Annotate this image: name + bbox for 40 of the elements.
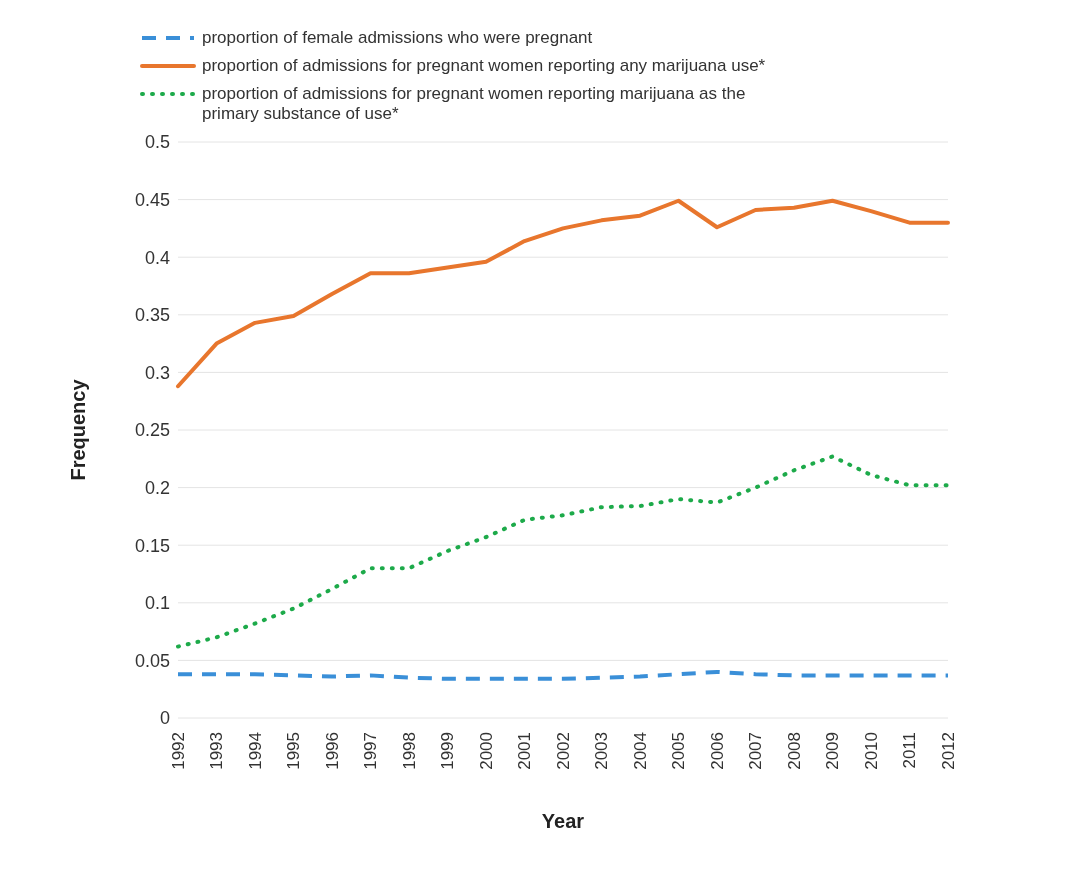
y-tick-label: 0.35 [134, 305, 170, 326]
y-tick-label: 0.2 [144, 477, 170, 498]
y-tick-label: 0 [159, 708, 170, 729]
x-tick-label: 2011 [900, 732, 919, 769]
x-tick-label: 2005 [669, 732, 688, 770]
y-tick-label: 0.1 [144, 593, 170, 614]
x-tick-label: 2010 [861, 732, 881, 770]
x-axis-title: Year [541, 810, 585, 832]
line-series [176, 669, 950, 681]
x-tick-label: 2007 [746, 732, 765, 770]
y-tick-label: 0.05 [134, 650, 170, 671]
legend-label: proportion of female admissions who were pregnant [202, 28, 593, 48]
x-tick-label: 2001 [515, 732, 534, 770]
y-tick-label: 0.45 [134, 189, 170, 210]
legend-label: proportion of admissions for pregnant women reporting marijuana as the primary substance of use* [202, 84, 747, 124]
y-tick-label: 0.4 [144, 247, 170, 268]
x-tick-label: 1998 [399, 732, 419, 770]
x-tick-label: 1994 [245, 732, 265, 770]
y-tick-label: 0.5 [144, 132, 170, 153]
y-tick-label: 0.3 [144, 362, 170, 383]
x-tick-label: 1996 [322, 732, 342, 770]
x-tick-label: 1993 [207, 732, 226, 770]
x-tick-label: 2009 [823, 732, 842, 770]
x-tick-label: 2002 [553, 732, 573, 770]
x-tick-label: 1992 [168, 732, 188, 770]
x-tick-label: 1997 [361, 732, 380, 770]
y-axis-title: Frequency [67, 378, 90, 481]
x-tick-label: 2006 [707, 732, 727, 770]
x-tick-label: 2003 [592, 732, 611, 770]
y-tick-label: 0.25 [134, 420, 170, 441]
line-series [176, 198, 950, 389]
x-tick-label: 2000 [476, 732, 496, 770]
x-tick-label: 1995 [284, 732, 303, 770]
x-tick-label: 1999 [438, 732, 457, 770]
legend-label: proportion of admissions for pregnant women reporting any marijuana use* [202, 56, 766, 76]
y-tick-label: 0.15 [134, 535, 170, 556]
x-tick-label: 2008 [784, 732, 804, 770]
line-series [176, 454, 950, 649]
x-tick-label: 2004 [630, 732, 650, 770]
x-tick-label: 2012 [938, 732, 958, 770]
